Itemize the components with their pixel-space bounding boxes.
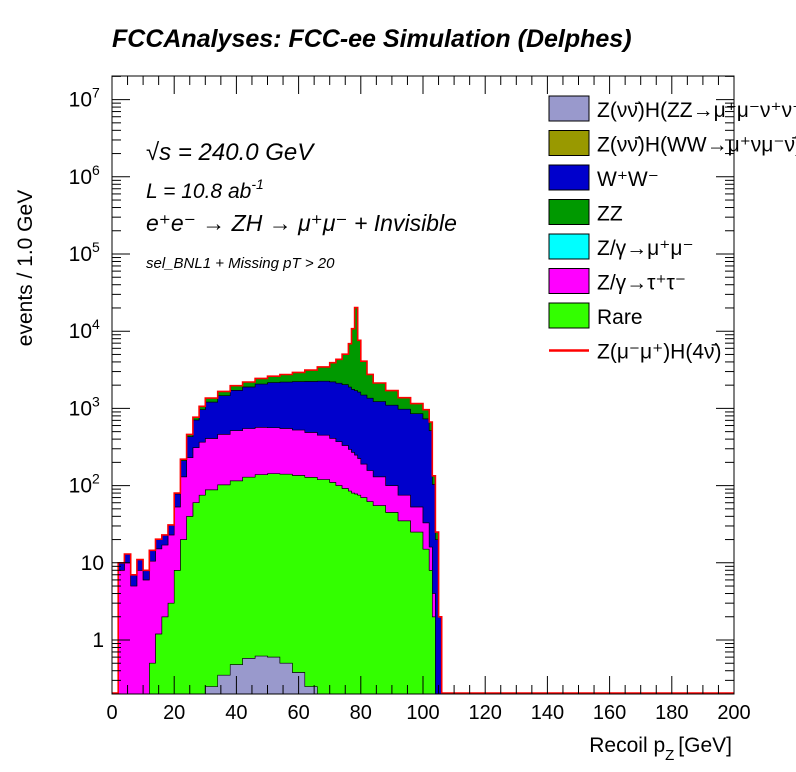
y-tick-exponent: 5 bbox=[92, 239, 100, 255]
legend-label: Z/γ→τ⁺τ⁻ bbox=[597, 272, 686, 295]
y-tick-exponent: 7 bbox=[92, 85, 100, 101]
annotations: √s = 240.0 GeV L = 10.8 ab-1 e⁺e⁻ → ZH →… bbox=[146, 139, 457, 272]
legend-swatch bbox=[548, 130, 590, 156]
x-tick-label: 160 bbox=[593, 702, 626, 724]
y-tick-label: 10 bbox=[69, 89, 92, 112]
legend-label: ZZ bbox=[597, 203, 623, 226]
y-axis-label: events / 1.0 GeV bbox=[14, 190, 37, 346]
x-axis: 0 20 40 60 80 100 120 140 160 180 200 bbox=[106, 76, 751, 724]
y-tick-label: 10 bbox=[69, 475, 92, 498]
x-tick-label: 40 bbox=[225, 702, 247, 724]
annotation-lumi: L = 10.8 ab-1 bbox=[146, 176, 264, 203]
x-axis-label: Recoil pZ [GeV] bbox=[589, 734, 732, 764]
x-tick-label: 200 bbox=[717, 702, 750, 724]
legend-swatch bbox=[548, 164, 590, 191]
annotation-energy: √s = 240.0 GeV bbox=[146, 139, 315, 166]
legend: Z(νν̄)H(ZZ→μ⁺μ⁻ν⁺ν⁻) Z(νν̄)H(WW→μ⁺νμ⁻ν̄) W… bbox=[548, 95, 796, 364]
legend-label: Z(νν̄)H(WW→μ⁺νμ⁻ν̄) bbox=[597, 134, 796, 157]
legend-label: W⁺W⁻ bbox=[597, 168, 659, 191]
legend-swatch bbox=[548, 199, 590, 225]
x-tick-label: 120 bbox=[469, 702, 502, 724]
y-tick-label: 1 bbox=[92, 629, 104, 652]
x-tick-label: 80 bbox=[350, 702, 372, 724]
legend-label: Rare bbox=[597, 306, 643, 329]
legend-swatch bbox=[548, 302, 590, 329]
x-tick-label: 20 bbox=[163, 702, 185, 724]
signal-line-group bbox=[112, 306, 734, 694]
annotation-process: e⁺e⁻ → ZH → μ⁺μ⁻ + Invisible bbox=[146, 210, 457, 236]
y-tick-label: 10 bbox=[69, 243, 92, 266]
x-axis-label-main: Recoil p bbox=[589, 734, 665, 757]
legend-swatch bbox=[548, 233, 590, 260]
y-tick-label: 10 bbox=[69, 166, 92, 189]
y-tick-exponent: 2 bbox=[92, 471, 100, 487]
annotation-selection: sel_BNL1 + Missing pT > 20 bbox=[146, 255, 335, 272]
y-tick-label: 10 bbox=[81, 552, 104, 575]
x-tick-label: 140 bbox=[531, 702, 564, 724]
legend-label: Z(νν̄)H(ZZ→μ⁺μ⁻ν⁺ν⁻) bbox=[597, 99, 796, 122]
annotation-lumi-base: L = 10.8 ab bbox=[146, 180, 252, 203]
stacked-histogram bbox=[117, 307, 442, 694]
legend-swatch bbox=[548, 95, 590, 122]
x-tick-label: 0 bbox=[106, 702, 117, 724]
signal-line bbox=[112, 306, 734, 694]
x-axis-label-unit: [GeV] bbox=[678, 734, 732, 757]
annotation-lumi-exp: -1 bbox=[251, 176, 263, 192]
x-axis-label-sub: Z bbox=[665, 747, 674, 764]
legend-label: Z/γ→μ⁺μ⁻ bbox=[597, 237, 694, 260]
y-tick-exponent: 6 bbox=[92, 162, 100, 178]
chart-title: FCCAnalyses: FCC-ee Simulation (Delphes) bbox=[112, 25, 632, 53]
x-tick-label: 60 bbox=[287, 702, 309, 724]
y-tick-exponent: 4 bbox=[92, 316, 100, 332]
x-tick-label: 180 bbox=[655, 702, 688, 724]
x-tick-label: 100 bbox=[406, 702, 439, 724]
y-tick-label: 10 bbox=[69, 397, 92, 420]
y-tick-exponent: 3 bbox=[92, 393, 100, 409]
legend-label: Z(μ⁻μ⁺)H(4ν̄) bbox=[597, 341, 722, 364]
legend-swatch bbox=[548, 268, 590, 294]
y-tick-label: 10 bbox=[69, 320, 92, 343]
